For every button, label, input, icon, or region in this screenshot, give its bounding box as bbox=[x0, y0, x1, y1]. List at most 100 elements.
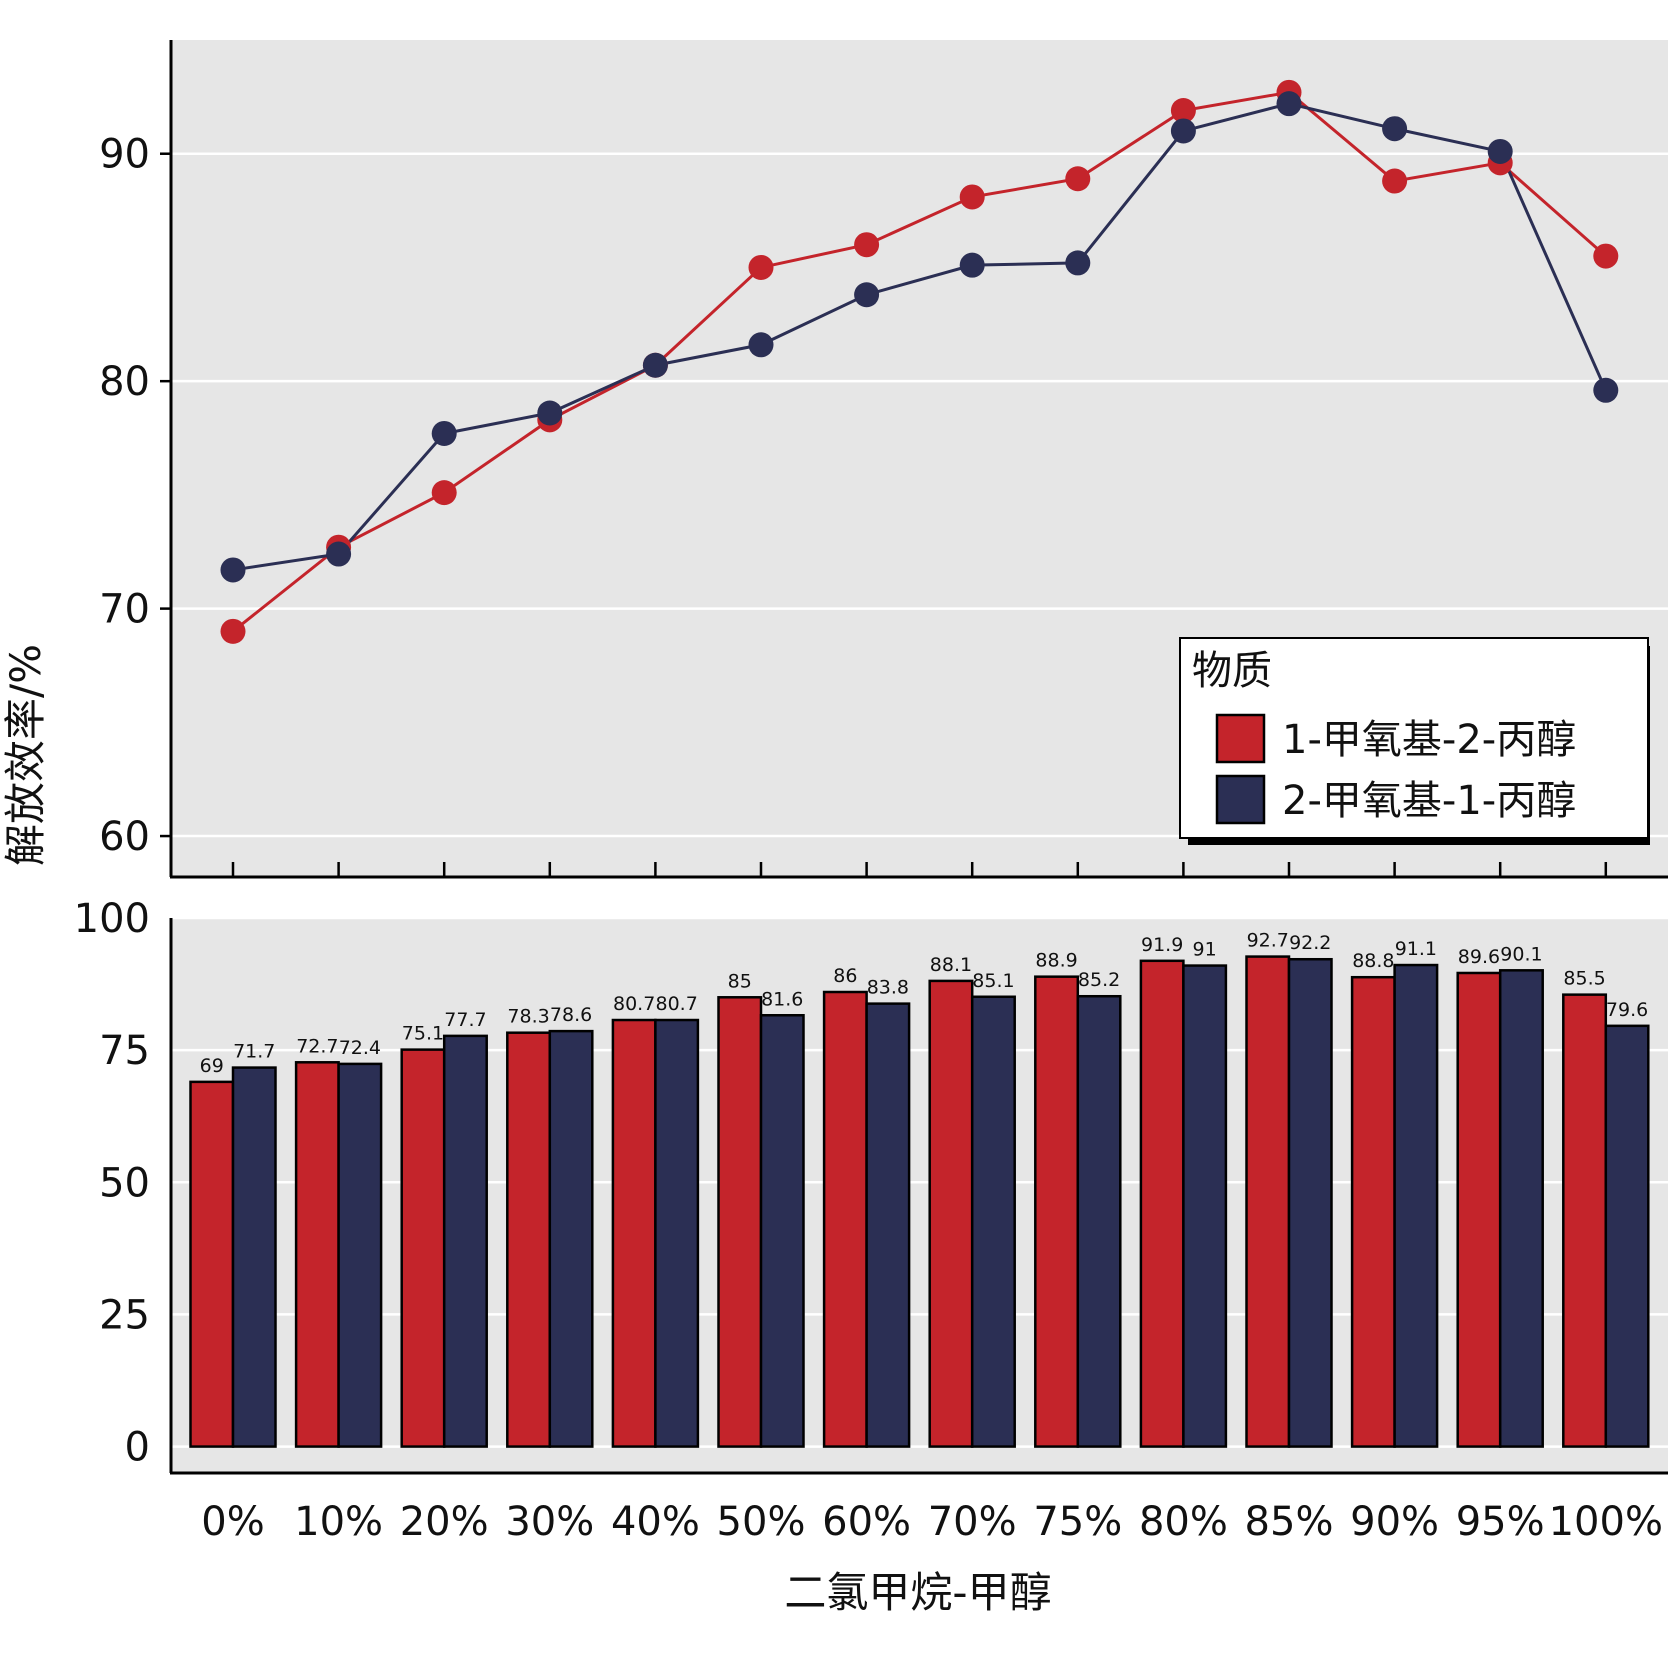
bar-series-2-30% bbox=[548, 1029, 594, 1448]
point-series-2-0% bbox=[220, 557, 246, 583]
bottom-y-ticks: 0 25 50 75 100 bbox=[74, 896, 150, 1471]
bar-series-2-60% bbox=[865, 1002, 911, 1448]
data-label-series-1-50%: 85 bbox=[728, 970, 752, 992]
bar-series-2-90% bbox=[1393, 963, 1439, 1448]
bottom-y-tick-label-100: 100 bbox=[74, 896, 150, 942]
data-label-series-2-30%: 78.6 bbox=[550, 1004, 592, 1026]
data-label-series-1-40%: 80.7 bbox=[613, 993, 655, 1015]
x-tick-label-60%: 60% bbox=[822, 1499, 911, 1545]
line-series-1 bbox=[232, 90, 1607, 633]
top-panel: 60 70 80 90 bbox=[99, 40, 1668, 879]
data-label-series-1-10%: 72.7 bbox=[296, 1035, 338, 1057]
bottom-data-labels: 69 72.7 75.1 78.3 80.7 85 86 88.1 88.9 91.9 92.7 88… bbox=[200, 930, 1649, 1077]
data-label-series-2-80%: 91 bbox=[1193, 939, 1217, 961]
bar-series-1-60% bbox=[822, 990, 868, 1448]
point-series-1-60% bbox=[854, 232, 880, 258]
line-series-2 bbox=[232, 102, 1608, 572]
bar-series-1-20% bbox=[400, 1048, 446, 1448]
x-tick-label-20%: 20% bbox=[400, 1499, 489, 1545]
legend-swatch-series-1 bbox=[1215, 713, 1266, 764]
bar-series-1-85% bbox=[1245, 955, 1291, 1448]
point-series-2-10% bbox=[326, 541, 352, 567]
x-tick-label-10%: 10% bbox=[294, 1499, 383, 1545]
bar-series-2-0% bbox=[231, 1066, 277, 1448]
bottom-y-tick-label-25: 25 bbox=[99, 1292, 150, 1338]
bar-series-2-10% bbox=[337, 1062, 383, 1448]
data-label-series-2-20%: 77.7 bbox=[444, 1009, 486, 1031]
top-line-series bbox=[232, 90, 1608, 633]
point-series-1-20% bbox=[431, 480, 457, 506]
data-label-series-2-70%: 85.1 bbox=[972, 970, 1014, 992]
data-label-series-1-20%: 75.1 bbox=[402, 1023, 444, 1045]
bottom-panel: 69 72.7 75.1 78.3 80.7 85 86 88.1 88.9 91.9 92.7 88… bbox=[74, 896, 1668, 1545]
bar-series-1-75% bbox=[1034, 975, 1080, 1448]
legend: 物质 1-甲氧基-2-丙醇 2-甲氧基-1-丙醇 bbox=[1179, 637, 1650, 845]
point-series-2-60% bbox=[854, 282, 880, 308]
x-tick-label-30%: 30% bbox=[505, 1499, 594, 1545]
data-label-series-1-100%: 85.5 bbox=[1563, 968, 1605, 990]
x-tick-label-80%: 80% bbox=[1139, 1499, 1228, 1545]
x-axis-title: 二氯甲烷-甲醇 bbox=[784, 1568, 1051, 1617]
data-label-series-2-95%: 90.1 bbox=[1500, 943, 1542, 965]
legend-swatch-series-2 bbox=[1215, 774, 1266, 825]
bar-series-1-100% bbox=[1562, 993, 1608, 1448]
top-y-tick-label-80: 80 bbox=[99, 359, 150, 405]
point-series-2-30% bbox=[537, 400, 563, 426]
point-series-1-90% bbox=[1382, 168, 1408, 194]
point-series-1-80% bbox=[1170, 98, 1196, 124]
bottom-y-tick-label-50: 50 bbox=[99, 1160, 150, 1206]
x-tick-label-90%: 90% bbox=[1350, 1499, 1439, 1545]
x-tick-label-0%: 0% bbox=[201, 1499, 264, 1545]
point-series-2-85% bbox=[1276, 91, 1302, 117]
bottom-y-tick-label-0: 0 bbox=[125, 1425, 150, 1471]
point-series-1-0% bbox=[220, 618, 246, 644]
bar-series-1-30% bbox=[506, 1031, 552, 1448]
bar-series-1-70% bbox=[928, 979, 974, 1448]
top-points bbox=[220, 79, 1619, 644]
legend-label-series-1: 1-甲氧基-2-丙醇 bbox=[1282, 717, 1576, 763]
data-label-series-2-50%: 81.6 bbox=[761, 988, 803, 1010]
bar-series-2-20% bbox=[442, 1034, 488, 1448]
point-series-1-70% bbox=[959, 184, 985, 210]
bar-series-1-40% bbox=[611, 1018, 657, 1448]
legend-label-series-2: 2-甲氧基-1-丙醇 bbox=[1282, 778, 1576, 824]
bar-series-1-50% bbox=[717, 996, 763, 1448]
top-y-tick-label-90: 90 bbox=[99, 132, 150, 178]
bar-series-2-85% bbox=[1287, 957, 1333, 1448]
x-tick-label-100%: 100% bbox=[1549, 1499, 1663, 1545]
data-label-series-1-60%: 86 bbox=[833, 965, 857, 987]
x-tick-label-70%: 70% bbox=[928, 1499, 1017, 1545]
data-label-series-1-95%: 89.6 bbox=[1458, 946, 1500, 968]
point-series-2-50% bbox=[748, 332, 774, 358]
x-tick-label-85%: 85% bbox=[1245, 1499, 1334, 1545]
data-label-series-2-85%: 92.2 bbox=[1289, 932, 1331, 954]
data-label-series-2-75%: 85.2 bbox=[1078, 969, 1120, 991]
data-label-series-1-70%: 88.1 bbox=[930, 954, 972, 976]
data-label-series-1-80%: 91.9 bbox=[1141, 934, 1183, 956]
data-label-series-1-75%: 88.9 bbox=[1035, 950, 1077, 972]
data-label-series-1-90%: 88.8 bbox=[1352, 950, 1394, 972]
top-x-ticks bbox=[231, 862, 1608, 877]
data-label-series-2-0%: 71.7 bbox=[233, 1041, 275, 1063]
bottom-bars bbox=[189, 955, 1650, 1448]
bar-series-2-50% bbox=[759, 1014, 805, 1448]
point-series-2-95% bbox=[1487, 138, 1513, 164]
bar-series-1-10% bbox=[294, 1061, 340, 1448]
point-series-2-70% bbox=[959, 252, 985, 278]
data-label-series-1-0%: 69 bbox=[200, 1055, 224, 1077]
bar-series-2-95% bbox=[1498, 969, 1544, 1448]
point-series-1-100% bbox=[1593, 243, 1619, 269]
bar-series-2-70% bbox=[970, 995, 1016, 1448]
x-tick-label-75%: 75% bbox=[1033, 1499, 1122, 1545]
legend-title: 物质 bbox=[1192, 648, 1272, 694]
data-label-series-2-10%: 72.4 bbox=[339, 1037, 381, 1059]
y-axis-title: 解放效率/% bbox=[1, 644, 50, 866]
x-tick-label-50%: 50% bbox=[717, 1499, 806, 1545]
point-series-2-20% bbox=[431, 420, 457, 446]
data-label-series-2-100%: 79.6 bbox=[1606, 999, 1648, 1021]
bar-series-1-90% bbox=[1350, 975, 1396, 1448]
bar-series-1-95% bbox=[1456, 971, 1502, 1448]
data-label-series-2-60%: 83.8 bbox=[867, 977, 909, 999]
top-y-ticks: 60 70 80 90 bbox=[99, 132, 171, 860]
bottom-y-tick-label-75: 75 bbox=[99, 1028, 150, 1074]
